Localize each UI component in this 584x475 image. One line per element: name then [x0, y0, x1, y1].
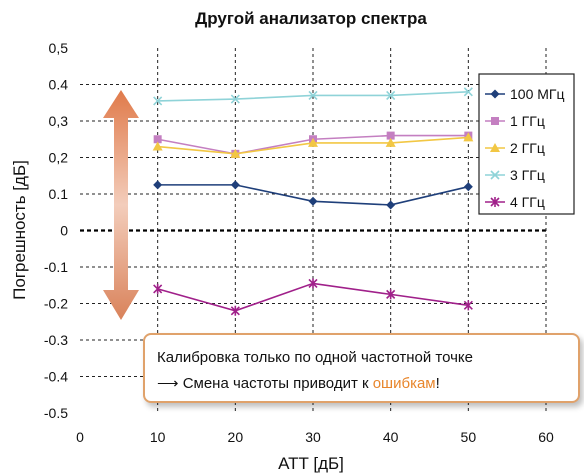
- x-tick-label: 60: [538, 429, 554, 445]
- data-point: [386, 131, 395, 140]
- data-point: [308, 90, 318, 101]
- callout-line-2: ⟶ Смена частоты приводит к ошибкам!: [157, 371, 566, 397]
- series-3: [152, 132, 474, 158]
- data-point: [308, 196, 318, 206]
- x-tick-label: 30: [305, 429, 321, 445]
- x-tick-labels: 0 10 20 30 40 50 60: [76, 429, 554, 445]
- series-5: [153, 278, 473, 316]
- y-tick-label: -0.1: [44, 259, 68, 275]
- double-arrow-icon: [103, 90, 139, 320]
- data-point: [463, 300, 473, 311]
- data-point: [230, 180, 240, 190]
- data-point: [386, 200, 396, 210]
- series-4: [153, 87, 473, 106]
- legend-entry: 100 МГц: [485, 86, 565, 102]
- data-point: [490, 143, 500, 152]
- data-point: [308, 137, 318, 147]
- legend-label: 3 ГГц: [510, 167, 545, 183]
- data-point: [230, 305, 240, 316]
- calibration-callout: Калибровка только по одной частотной точ…: [143, 333, 580, 403]
- data-point: [152, 141, 163, 151]
- data-point: [463, 182, 473, 192]
- data-point: [153, 180, 163, 190]
- chart-title: Другой анализатор спектра: [195, 9, 427, 28]
- legend-label: 4 ГГц: [510, 194, 545, 210]
- series-1: [153, 180, 473, 210]
- data-point: [491, 117, 499, 125]
- legend: 100 МГц 1 ГГц 2 ГГц 3 ГГц 4 ГГц: [478, 73, 575, 215]
- right-arrow-icon: ⟶: [157, 375, 179, 392]
- x-tick-label: 0: [76, 429, 84, 445]
- legend-entry: 2 ГГц: [485, 140, 545, 156]
- y-tick-label: 0.1: [49, 186, 69, 202]
- legend-label: 2 ГГц: [510, 140, 545, 156]
- data-point: [308, 278, 318, 289]
- data-point: [153, 96, 163, 106]
- data-point: [490, 89, 500, 99]
- legend-entry: 4 ГГц: [485, 194, 545, 210]
- y-tick-label: -0.4: [44, 369, 68, 385]
- y-tick-label: 0.4: [49, 77, 69, 93]
- data-point: [385, 137, 396, 147]
- x-tick-label: 40: [383, 429, 399, 445]
- y-tick-label: -0.3: [44, 332, 68, 348]
- y-tick-label: -0.2: [44, 296, 68, 312]
- data-point: [490, 197, 500, 207]
- data-point: [153, 135, 162, 144]
- legend-label: 1 ГГц: [510, 113, 545, 129]
- x-tick-label: 20: [228, 429, 244, 445]
- callout-text: Смена частоты приводит к: [182, 375, 369, 392]
- data-point: [386, 289, 396, 300]
- data-point: [463, 87, 473, 97]
- y-tick-label: 0,3: [49, 113, 69, 129]
- error-highlight: ошибкам: [372, 375, 436, 392]
- data-point: [230, 94, 240, 104]
- series: [152, 87, 474, 316]
- data-point: [153, 283, 163, 294]
- y-axis-label: Погрешность [дБ]: [10, 160, 29, 300]
- y-tick-label: -0.5: [44, 405, 68, 421]
- data-point: [230, 148, 241, 158]
- x-axis-label: ATT [дБ]: [278, 454, 344, 473]
- y-tick-labels: 0,5 0.4 0,3 0,2 0.1 0 -0.1 -0.2 -0.3 -0.4 -0.5: [44, 40, 68, 421]
- callout-line-1: Калибровка только по одной частотной точ…: [157, 349, 473, 366]
- x-tick-label: 10: [150, 429, 166, 445]
- callout-exclamation: !: [435, 375, 440, 392]
- y-tick-label: 0,2: [49, 150, 69, 166]
- data-point: [490, 170, 500, 180]
- data-point: [386, 90, 396, 101]
- data-point: [463, 132, 474, 142]
- x-tick-label: 50: [461, 429, 477, 445]
- legend-entry: 1 ГГц: [485, 113, 545, 129]
- y-tick-label: 0: [60, 223, 68, 239]
- legend-label: 100 МГц: [510, 86, 565, 102]
- legend-entry: 3 ГГц: [485, 167, 545, 183]
- y-tick-label: 0,5: [49, 40, 69, 56]
